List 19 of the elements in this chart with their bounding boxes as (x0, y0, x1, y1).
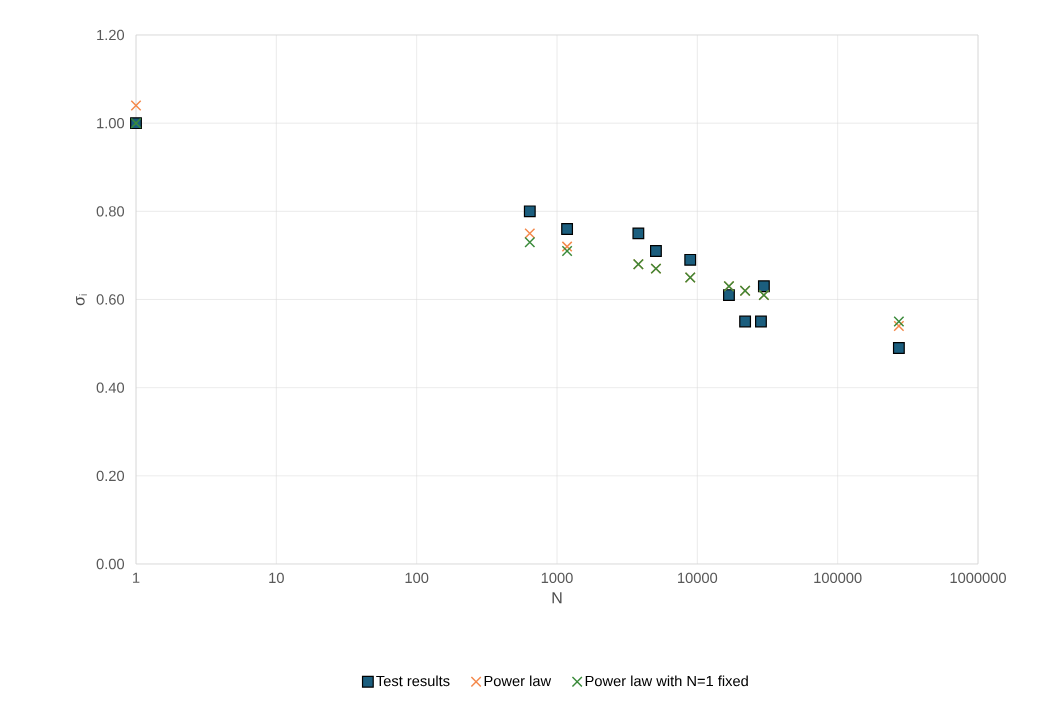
y-tick-label: 0.60 (96, 294, 125, 305)
legend-label: Power law with N=1 fixed (585, 675, 748, 687)
y-tick-label: 0.40 (96, 382, 125, 393)
y-axis-title: σ$_{i}$ (76, 294, 87, 306)
legend-label: Test results (376, 675, 450, 687)
x-tick-label: 1000000 (950, 572, 1006, 584)
y-tick-label: 1.20 (97, 29, 125, 41)
y-tick-label: 0.20 (96, 470, 125, 482)
x-tick-label: 10000 (678, 572, 718, 584)
x-tick-label: 1000 (541, 572, 573, 584)
y-tick-label: 0.80 (96, 206, 125, 217)
legend-label: Power law (484, 675, 552, 687)
y-tick-label: 0.00 (96, 558, 125, 570)
x-tick-label: 10 (269, 572, 284, 584)
y-tick-label: 1.00 (97, 117, 125, 129)
x-tick-label: 100000 (814, 572, 862, 584)
x-axis-title: N (552, 592, 562, 604)
x-tick-label: 100 (405, 572, 429, 584)
x-tick-label: 1 (133, 572, 140, 583)
